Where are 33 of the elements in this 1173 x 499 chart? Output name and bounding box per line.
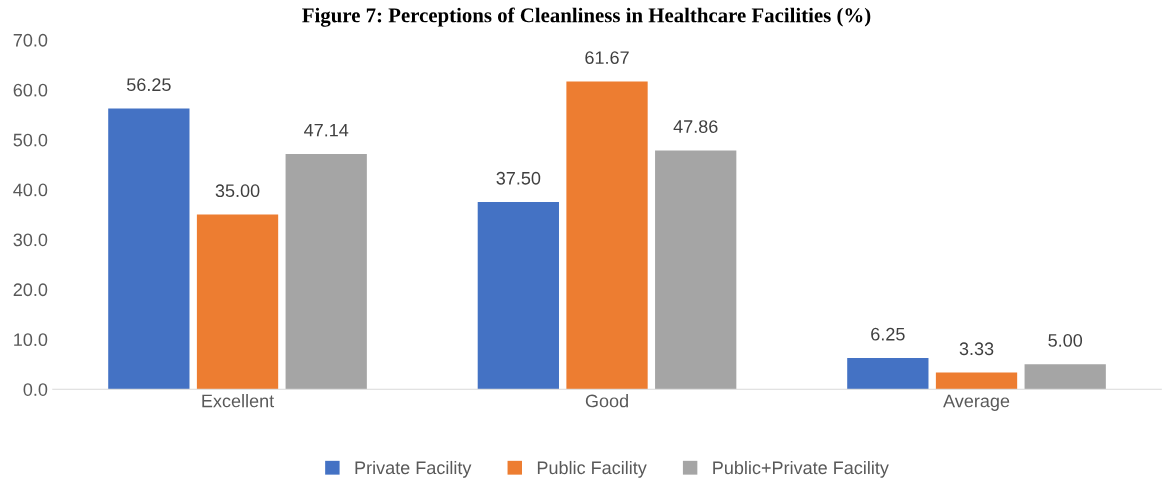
text: 6.25 — [871, 327, 905, 341]
bar — [285, 153, 367, 390]
bar — [477, 202, 559, 390]
y-tick-label: 50.0 — [13, 133, 48, 147]
y-tick-label: 70.0 — [13, 33, 48, 47]
y-tick-label: 30.0 — [13, 233, 48, 247]
text: 37.50 — [496, 171, 541, 185]
legend-label: Private Facility — [355, 460, 472, 478]
bar — [847, 358, 929, 390]
y-tick-label: 20.0 — [13, 283, 48, 297]
bar — [108, 108, 190, 390]
y-tick-label: 40.0 — [13, 183, 48, 197]
x-tick-label: Average — [943, 394, 1010, 411]
bar — [566, 81, 648, 390]
text: 47.86 — [673, 120, 718, 133]
text: 61.67 — [585, 51, 629, 65]
y-tick-label: 10.0 — [14, 333, 48, 347]
y-tick-label: 60.0 — [13, 83, 48, 97]
text: 35.00 — [215, 184, 260, 198]
text: 3.33 — [959, 342, 994, 356]
bar — [935, 372, 1018, 390]
text: 5.00 — [1048, 334, 1083, 347]
legend-label: Public Facility — [537, 460, 647, 478]
text: 56.25 — [126, 78, 171, 92]
bar — [655, 150, 737, 390]
text: 47.14 — [304, 123, 349, 137]
x-tick-label: Good — [585, 394, 628, 408]
bar — [1024, 364, 1106, 390]
y-tick-label: 0.0 — [23, 383, 48, 396]
chart-title: Figure 7: Perceptions of Cleanliness in Healthcare Facilities (%) — [302, 7, 871, 27]
bar — [196, 214, 279, 390]
legend-label: Public+Private Facility — [713, 460, 889, 478]
x-tick-label: Excellent — [202, 394, 275, 408]
